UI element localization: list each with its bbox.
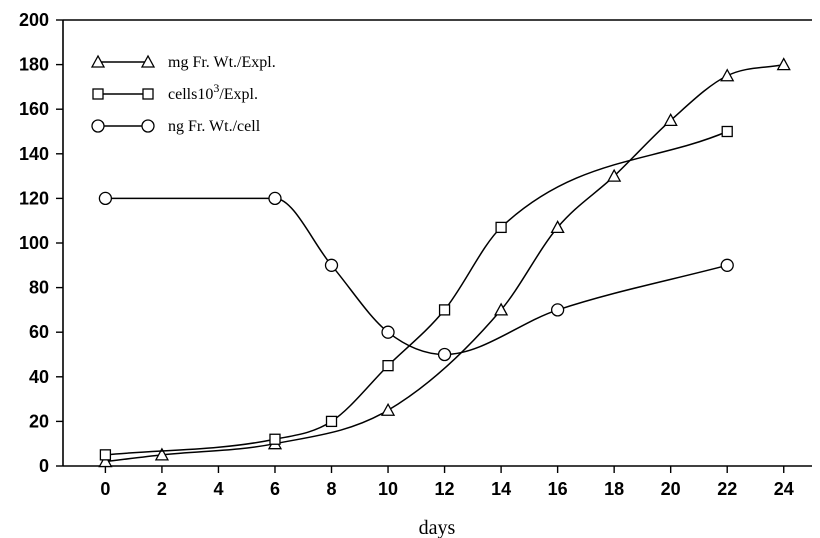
series-line-circle [105,197,728,356]
legend-marker-circle [141,119,155,133]
legend: mg Fr. Wt./Expl. cells103/Expl. ng Fr. Wt.… [90,54,276,135]
series-line-triangle [105,63,784,463]
series-line-square [105,130,728,456]
x-tick-label: 2 [157,479,167,499]
x-tick-label: 24 [774,479,794,499]
x-ticks: 0 2 4 6 8 10 12 14 16 18 20 22 24 [100,466,794,499]
x-tick-label: 14 [491,479,511,499]
data-point-triangle [663,112,678,126]
series-group [98,57,791,468]
legend-label: ng Fr. Wt./cell [168,118,261,135]
legend-label: cells103/Expl. [168,81,258,103]
x-tick-label: 12 [435,479,455,499]
data-point-triangle [154,447,170,461]
x-axis-title: days [419,517,456,538]
legend-label: mg Fr. Wt./Expl. [168,54,276,71]
data-point-circle [98,191,113,206]
legend-marker-square [142,88,154,100]
data-point-circle [381,325,395,339]
x-tick-label: 18 [604,479,624,499]
series-triangle [98,57,791,468]
y-ticks: 0 20 40 60 80 100 120 140 160 180 200 [19,10,63,476]
series-square [99,125,733,461]
y-tick-label: 0 [39,456,49,476]
data-point-circle [550,303,565,317]
legend-item: cells103/Expl. [92,81,258,103]
x-tick-label: 20 [661,479,681,499]
data-point-triangle [493,302,509,316]
data-point-square [438,304,451,316]
x-tick-label: 0 [100,479,110,499]
x-tick-label: 8 [327,479,337,499]
y-tick-label: 20 [29,411,49,431]
y-tick-label: 100 [19,233,49,253]
data-point-triangle [720,68,735,82]
y-tick-label: 200 [19,10,49,30]
legend-label-tail: /Expl. [219,86,258,103]
legend-marker-square [92,88,104,100]
data-point-circle [437,347,452,362]
data-point-circle [720,258,734,272]
data-point-triangle [98,454,113,468]
data-point-circle [324,258,339,272]
y-tick-label: 180 [19,55,49,75]
x-tick-label: 4 [213,479,223,499]
data-point-triangle [776,57,791,71]
y-tick-label: 140 [19,144,49,164]
data-point-square [495,221,507,234]
data-point-square [325,415,338,428]
y-tick-label: 120 [19,188,49,208]
series-circle [98,191,734,362]
data-point-circle [268,191,282,206]
legend-item: mg Fr. Wt./Expl. [90,54,276,71]
y-tick-label: 40 [29,367,49,387]
legend-marker-triangle [140,54,156,68]
y-tick-label: 160 [19,99,49,119]
data-point-square [721,125,733,138]
data-point-triangle [550,220,565,234]
legend-marker-triangle [90,54,106,68]
legend-item: ng Fr. Wt./cell [91,118,261,135]
x-tick-label: 10 [378,479,398,499]
y-tick-label: 80 [29,278,49,298]
x-tick-label: 22 [717,479,737,499]
x-tick-label: 6 [270,479,280,499]
data-point-square [99,449,112,461]
y-tick-label: 60 [29,322,49,342]
data-point-square [269,433,281,445]
legend-label-sup: 3 [213,81,219,95]
data-point-triangle [607,168,622,182]
legend-marker-circle [91,119,105,133]
data-point-square [382,359,394,372]
data-point-triangle [380,402,396,416]
x-tick-label: 16 [548,479,568,499]
legend-label-base: cells10 [168,86,213,103]
